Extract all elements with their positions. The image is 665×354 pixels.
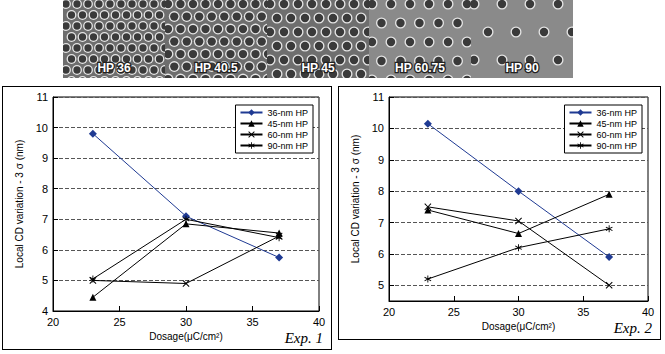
svg-text:10: 10 (372, 122, 384, 134)
svg-text:36-nm HP: 36-nm HP (267, 108, 308, 118)
svg-text:Exp. 2: Exp. 2 (613, 320, 653, 336)
svg-text:6: 6 (378, 248, 384, 260)
svg-text:11: 11 (37, 91, 48, 103)
svg-text:20: 20 (47, 316, 59, 328)
svg-text:Exp. 1: Exp. 1 (284, 330, 323, 346)
svg-text:5: 5 (42, 274, 48, 286)
svg-text:4: 4 (41, 305, 48, 317)
svg-text:35: 35 (246, 316, 258, 328)
svg-text:90-nm HP: 90-nm HP (596, 141, 637, 151)
svg-text:60-nm HP: 60-nm HP (596, 130, 637, 140)
svg-text:7: 7 (378, 217, 384, 229)
svg-text:40: 40 (642, 306, 654, 318)
svg-text:8: 8 (378, 185, 384, 197)
svg-text:30: 30 (512, 306, 524, 318)
svg-text:60-nm HP: 60-nm HP (267, 130, 308, 140)
svg-text:20: 20 (383, 306, 395, 318)
svg-text:36-nm HP: 36-nm HP (596, 108, 637, 118)
svg-text:Local CD variation - 3 σ (nm): Local CD variation - 3 σ (nm) (350, 135, 361, 263)
svg-text:HP 45: HP 45 (301, 61, 334, 75)
svg-text:9: 9 (42, 152, 48, 164)
svg-text:5: 5 (378, 279, 384, 291)
svg-text:25: 25 (113, 316, 125, 328)
svg-text:45-nm HP: 45-nm HP (267, 119, 308, 129)
svg-text:11: 11 (373, 91, 384, 103)
svg-text:9: 9 (378, 154, 384, 166)
svg-text:6: 6 (42, 244, 48, 256)
svg-text:HP 36: HP 36 (97, 61, 130, 75)
svg-text:7: 7 (42, 213, 48, 225)
svg-text:HP 40.5: HP 40.5 (194, 61, 237, 75)
svg-text:HP 90: HP 90 (505, 61, 538, 75)
svg-text:HP 60.75: HP 60.75 (395, 61, 445, 75)
svg-text:10: 10 (36, 122, 48, 134)
svg-text:Local CD variation - 3 σ (nm): Local CD variation - 3 σ (nm) (14, 140, 25, 268)
svg-text:Dosage(μC/cm²): Dosage(μC/cm²) (149, 331, 223, 342)
svg-text:25: 25 (448, 306, 460, 318)
svg-text:Dosage(μC/cm²): Dosage(μC/cm²) (482, 321, 556, 332)
svg-text:8: 8 (42, 183, 48, 195)
svg-text:90-nm HP: 90-nm HP (267, 141, 308, 151)
svg-text:35: 35 (577, 306, 589, 318)
svg-text:40: 40 (313, 316, 325, 328)
svg-text:30: 30 (180, 316, 192, 328)
svg-text:45-nm HP: 45-nm HP (596, 119, 637, 129)
